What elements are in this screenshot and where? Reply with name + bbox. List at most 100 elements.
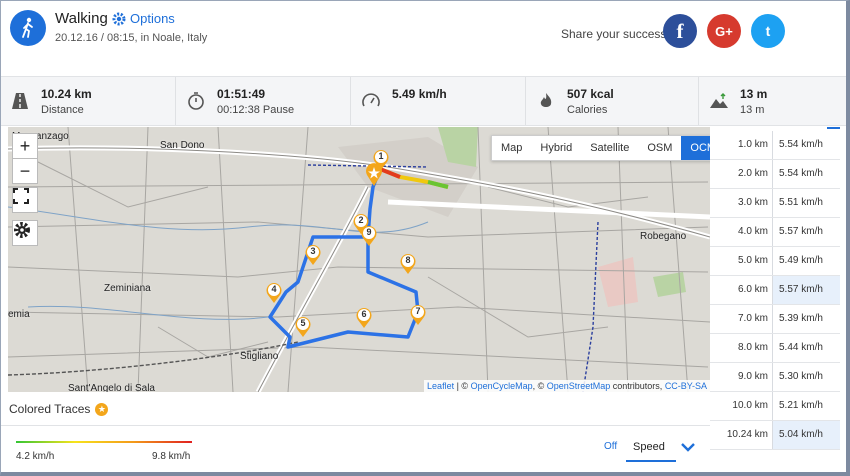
place-label: Robegano [640,231,687,242]
activity-header: Walking Options 20.12.16 / 08:15, in Noa… [0,0,850,76]
attribution-text: | © [454,381,471,391]
route-marker[interactable]: 9 [360,225,378,247]
split-distance: 3.0 km [737,197,768,208]
gear-icon [112,12,126,25]
split-speed: 5.21 km/h [772,392,840,420]
split-distance: 5.0 km [737,255,768,266]
route-marker[interactable]: 8 [399,253,417,275]
stopwatch-icon [188,92,204,110]
map-canvas [8,127,710,392]
table-row: 2.0 km 5.54 km/h [710,160,840,189]
split-speed: 5.57 km/h [772,276,840,304]
route-marker[interactable]: 4 [265,282,283,304]
route-marker-label: 3 [310,246,316,256]
split-speed: 5.54 km/h [772,160,840,188]
route-map[interactable]: Massanzago San Dono Robegano Zeminiana e… [8,127,710,392]
colored-traces-header: Colored Traces ★ [9,402,109,416]
route-marker-label: 5 [300,318,306,328]
zoom-in-button[interactable]: + [12,133,38,159]
split-distance: 7.0 km [737,313,768,324]
split-distance: 4.0 km [737,226,768,237]
star-icon: ★ [95,402,109,416]
license-link[interactable]: CC-BY-SA [664,381,707,391]
traces-off-toggle[interactable]: Off [604,441,618,452]
zoom-out-button[interactable]: − [12,158,38,184]
route-marker[interactable]: 7 [409,304,427,326]
route-marker-label: 1 [378,151,384,161]
layer-hybrid[interactable]: Hybrid [540,142,573,154]
walking-icon [10,10,46,46]
elevation-label: 13 m [740,104,765,116]
stat-calories: 507 kcal Calories [526,77,699,125]
place-label: Stigliano [240,351,279,362]
gear-icon [14,222,30,238]
layer-ocm[interactable]: OCM [681,136,710,160]
layer-map[interactable]: Map [501,142,523,154]
legend-max-speed: 9.8 km/h [152,451,191,462]
opencyclemap-link[interactable]: OpenCycleMap [470,381,533,391]
split-speed: 5.04 km/h [772,421,840,449]
table-row: 4.0 km 5.57 km/h [710,218,840,247]
chevron-down-icon[interactable] [680,440,696,454]
table-row: 5.0 km 5.49 km/h [710,247,840,276]
share-label: Share your success [561,27,667,41]
split-speed: 5.57 km/h [772,218,840,246]
route-marker-label: 4 [271,284,277,294]
duration-value: 01:51:49 [217,87,266,101]
road-icon [12,93,28,109]
split-distance: 10.24 km [726,429,768,440]
map-settings-button[interactable] [12,220,38,246]
elevation-value: 13 m [740,87,768,101]
route-marker-label: 7 [415,306,421,316]
table-row: 10.0 km 5.21 km/h [710,392,840,421]
openstreetmap-link[interactable]: OpenStreetMap [546,381,611,391]
trace-mode-select[interactable]: Speed [626,439,676,462]
twitter-icon: t [765,23,771,39]
distance-value: 10.24 km [41,87,92,101]
table-row: 10.24 km 5.04 km/h [710,421,840,450]
route-marker-label: 6 [361,309,367,319]
fullscreen-button[interactable] [12,187,38,213]
fullscreen-icon [13,188,29,204]
place-label: Massanzago [12,131,69,142]
twitter-share-button[interactable]: t [751,14,785,48]
stat-distance: 10.24 km Distance [0,77,176,125]
avg-speed-value: 5.49 km/h [392,87,447,101]
split-distance: 8.0 km [737,342,768,353]
table-row: 3.0 km 5.51 km/h [710,189,840,218]
google-plus-share-button[interactable]: G+ [707,14,741,48]
table-row: 1.0 km 5.54 km/h [710,131,840,160]
facebook-share-button[interactable]: f [663,14,697,48]
layer-satellite[interactable]: Satellite [590,142,630,154]
table-row: 8.0 km 5.44 km/h [710,334,840,363]
activity-subtitle: 20.12.16 / 08:15, in Noale, Italy [55,32,208,44]
route-marker[interactable]: 6 [355,307,373,329]
start-marker-icon[interactable] [364,163,384,186]
flame-icon [540,93,552,107]
speedometer-icon [362,93,380,107]
leaflet-link[interactable]: Leaflet [427,381,455,391]
place-label: Zeminiana [104,283,151,294]
route-marker[interactable]: 3 [304,244,322,266]
route-marker[interactable]: 5 [294,316,312,338]
speed-gradient-legend [16,441,192,443]
stat-elevation: 13 m 13 m [699,77,850,125]
options-button[interactable]: Options [112,11,175,26]
route-marker-label: 8 [405,255,411,265]
table-row: 7.0 km 5.39 km/h [710,305,840,334]
google-plus-icon: G+ [715,23,733,39]
split-speed: 5.44 km/h [772,334,840,362]
split-distance: 9.0 km [737,371,768,382]
attribution-text: , © [532,381,547,391]
split-speed: 5.30 km/h [772,363,840,391]
layer-osm[interactable]: OSM [647,142,673,154]
pause-label: 00:12:38 Pause [217,104,295,116]
route-marker-label: 2 [358,215,364,225]
legend-min-speed: 4.2 km/h [16,451,55,462]
route-marker-label: 9 [366,227,372,237]
table-row: 9.0 km 5.30 km/h [710,363,840,392]
splits-table[interactable]: 1.0 km 5.54 km/h 2.0 km 5.54 km/h 3.0 km 5.51… [710,127,840,467]
stat-speed: 5.49 km/h [351,77,526,125]
attribution-text: contributors, [610,381,665,391]
divider [0,425,710,426]
